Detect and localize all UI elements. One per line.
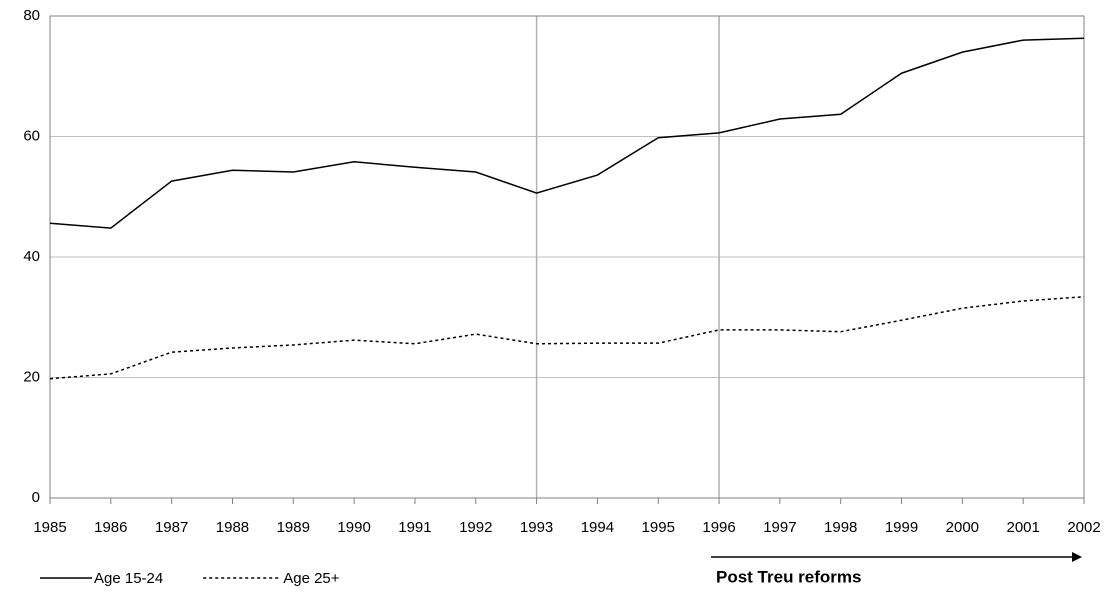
x-tick-label: 2001 bbox=[1006, 519, 1039, 536]
x-tick-label: 1996 bbox=[702, 519, 735, 536]
x-tick-label: 1988 bbox=[216, 519, 249, 536]
x-tick-label: 1993 bbox=[520, 519, 553, 536]
x-tick-label: 1998 bbox=[824, 519, 857, 536]
x-tick-label: 1995 bbox=[642, 519, 675, 536]
y-tick-label: 60 bbox=[23, 127, 40, 144]
x-tick-label: 1997 bbox=[763, 519, 796, 536]
legend-label: Age 25+ bbox=[283, 570, 340, 587]
y-tick-label: 20 bbox=[23, 368, 40, 385]
x-tick-label: 2000 bbox=[946, 519, 979, 536]
x-tick-label: 1989 bbox=[277, 519, 310, 536]
x-tick-label: 1986 bbox=[94, 519, 127, 536]
y-tick-label: 0 bbox=[32, 489, 40, 506]
x-tick-label: 1991 bbox=[398, 519, 431, 536]
y-tick-label: 40 bbox=[23, 248, 40, 265]
x-tick-label: 1994 bbox=[581, 519, 614, 536]
legend-label: Age 15-24 bbox=[94, 570, 163, 587]
x-tick-label: 1985 bbox=[33, 519, 66, 536]
data-line bbox=[49, 37, 1085, 229]
x-tick-label: 2002 bbox=[1067, 519, 1100, 536]
data-line bbox=[49, 296, 1085, 380]
annotation-arrowhead bbox=[1072, 552, 1082, 562]
x-tick-label: 1999 bbox=[885, 519, 918, 536]
x-tick-label: 1992 bbox=[459, 519, 492, 536]
y-tick-label: 80 bbox=[23, 7, 40, 24]
x-tick-label: 1990 bbox=[337, 519, 370, 536]
annotation: Post Treu reforms bbox=[716, 567, 862, 586]
x-tick-label: 1987 bbox=[155, 519, 188, 536]
